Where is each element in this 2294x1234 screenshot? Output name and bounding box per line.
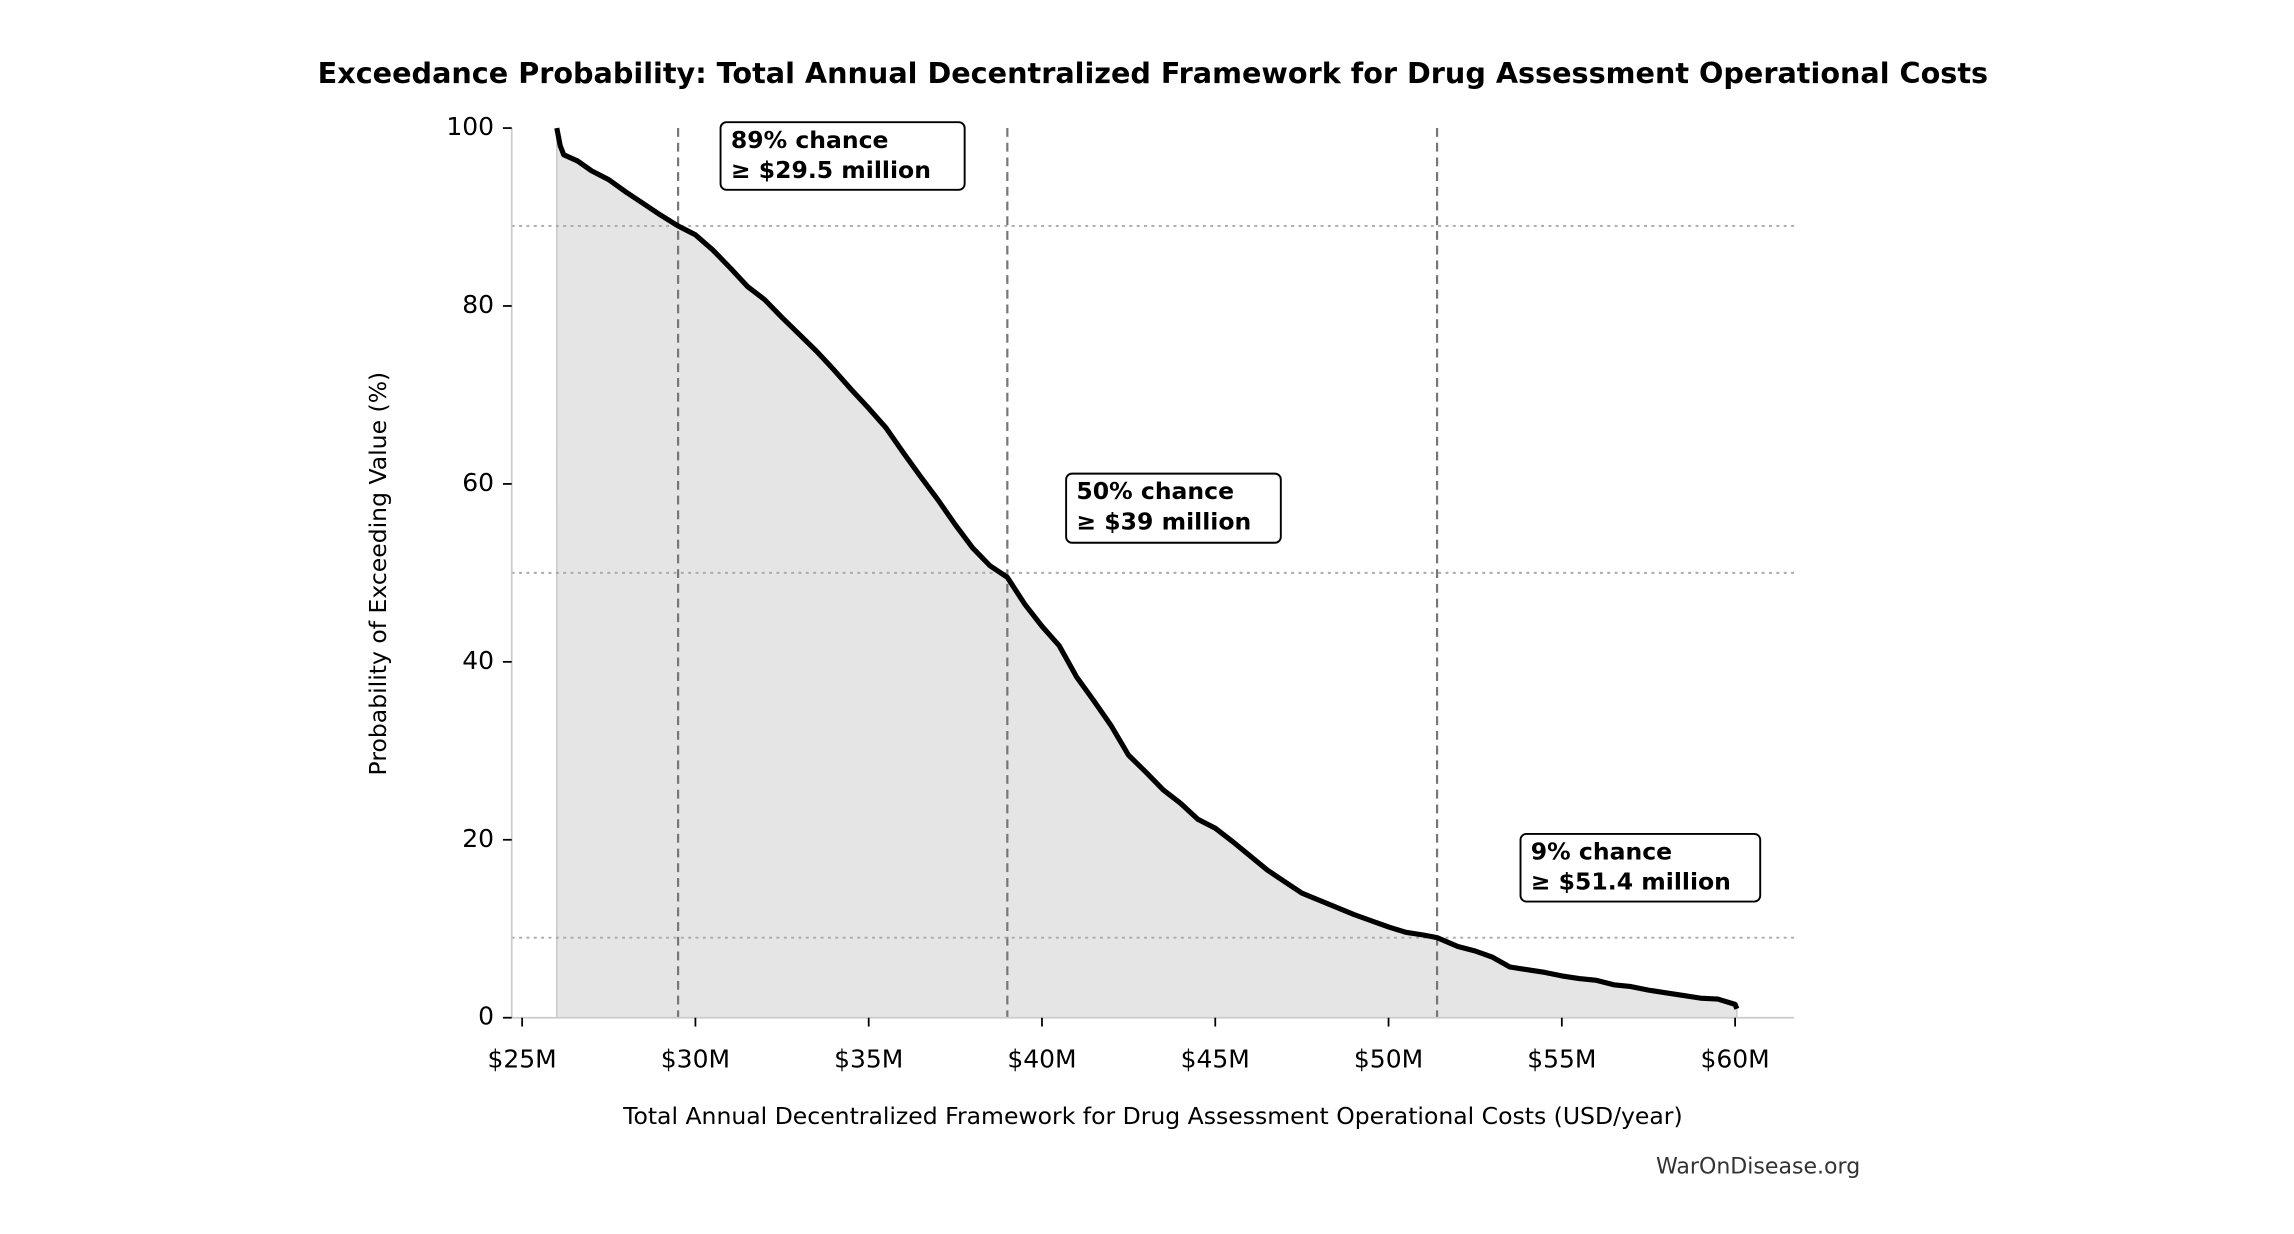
chart-title: Exceedance Probability: Total Annual Dec… (318, 56, 1988, 90)
y-tick-label: 60 (462, 468, 494, 497)
source-note: WarOnDisease.org (1656, 1155, 1860, 1180)
annotation: 89% chance≥ $29.5 million (719, 121, 966, 191)
y-tick-label: 40 (462, 646, 494, 675)
y-tick-label: 100 (446, 112, 494, 141)
annotation-text: ≥ $39 million (1076, 507, 1251, 535)
annotation-text: ≥ $51.4 million (1531, 868, 1731, 896)
x-tick-label: $50M (1354, 1044, 1423, 1073)
x-tick-label: $35M (834, 1044, 903, 1073)
annotation-text: 89% chance (731, 126, 889, 154)
annotation-box (719, 121, 966, 191)
x-tick-label: $45M (1181, 1044, 1250, 1073)
annotation-text: 9% chance (1531, 838, 1672, 866)
annotation-text: ≥ $29.5 million (731, 156, 931, 184)
x-axis-label: Total Annual Decentralized Framework for… (622, 1102, 1683, 1130)
x-tick-label: $25M (488, 1044, 557, 1073)
x-tick-label: $40M (1007, 1044, 1076, 1073)
exceedance-line (554, 127, 1740, 1010)
y-tick-label: 80 (462, 290, 494, 319)
annotation-box (1065, 472, 1282, 544)
x-tick-label: $55M (1527, 1044, 1596, 1073)
annotation: 50% chance≥ $39 million (1065, 472, 1282, 544)
annotation: 9% chance≥ $51.4 million (1519, 832, 1762, 903)
y-axis-label: Probability of Exceeding Value (%) (364, 372, 392, 776)
y-tick-label: 0 (478, 1002, 494, 1031)
x-tick-label: $60M (1700, 1044, 1769, 1073)
annotation-box (1519, 832, 1762, 903)
y-tick-label: 20 (462, 824, 494, 853)
x-tick-label: $30M (661, 1044, 730, 1073)
annotation-text: 50% chance (1076, 477, 1234, 505)
